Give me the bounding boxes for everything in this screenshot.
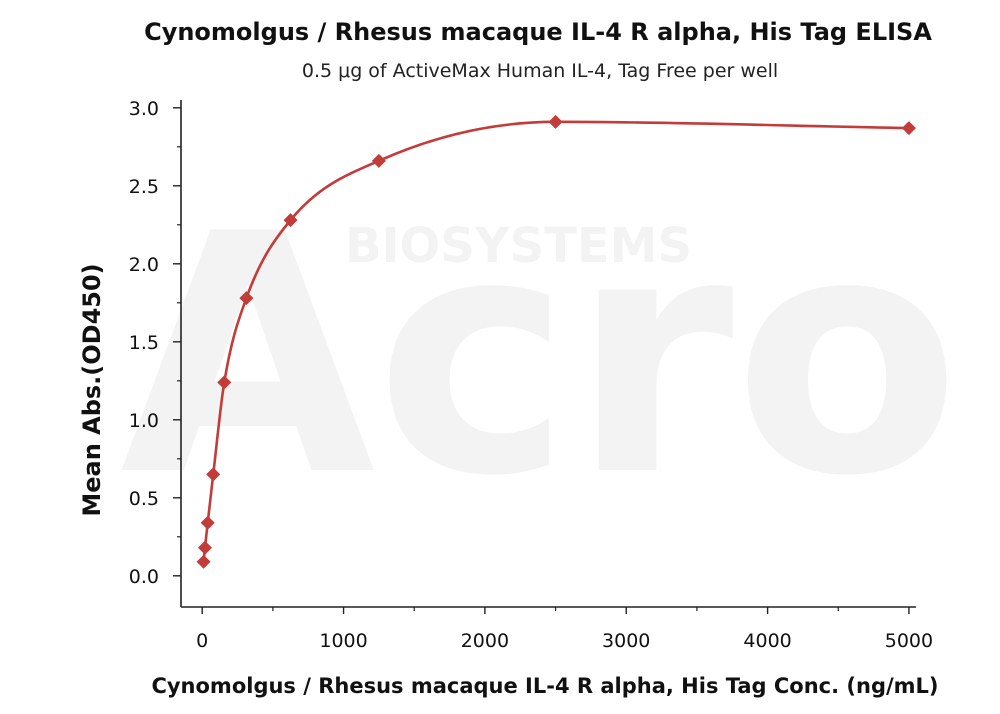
y-ticks: 0.0 0.5 1.0 1.5 2.0 2.5 3.0 xyxy=(129,98,181,588)
y-tick-label: 1.5 xyxy=(129,332,159,354)
y-tick-label: 2.0 xyxy=(129,254,159,276)
x-axis-title: Cynomolgus / Rhesus macaque IL-4 R alpha… xyxy=(151,674,938,698)
chart-subtitle: 0.5 μg of ActiveMax Human IL-4, Tag Free… xyxy=(302,60,778,82)
x-tick-label: 5000 xyxy=(885,630,933,652)
x-ticks: 0 1000 2000 3000 4000 5000 xyxy=(196,607,933,652)
data-point xyxy=(901,121,916,136)
x-tick-label: 0 xyxy=(196,630,208,652)
data-point xyxy=(217,375,232,390)
x-tick-label: 2000 xyxy=(461,630,509,652)
watermark-logo: Acro xyxy=(120,164,960,548)
data-point xyxy=(197,540,212,555)
y-tick-label: 0.0 xyxy=(129,566,159,588)
x-tick-label: 4000 xyxy=(743,630,791,652)
data-point xyxy=(239,291,254,306)
axes xyxy=(180,100,916,608)
watermark-subtext: BIOSYSTEMS xyxy=(345,218,692,274)
y-tick-label: 1.0 xyxy=(129,410,159,432)
data-point xyxy=(548,114,563,129)
chart-title: Cynomolgus / Rhesus macaque IL-4 R alpha… xyxy=(144,18,932,46)
data-point xyxy=(196,554,211,569)
y-tick-label: 3.0 xyxy=(129,98,159,120)
y-tick-label: 0.5 xyxy=(129,488,159,510)
x-tick-label: 1000 xyxy=(319,630,367,652)
data-point xyxy=(371,153,386,168)
y-tick-label: 2.5 xyxy=(129,176,159,198)
y-axis-title-group: Mean Abs.(OD450) xyxy=(78,263,106,516)
data-point xyxy=(206,467,221,482)
y-axis-title: Mean Abs.(OD450) xyxy=(78,263,106,516)
data-points xyxy=(196,114,916,569)
data-point xyxy=(283,213,298,228)
x-tick-label: 3000 xyxy=(602,630,650,652)
data-point xyxy=(200,515,215,530)
watermark: Acro BIOSYSTEMS xyxy=(120,164,960,548)
